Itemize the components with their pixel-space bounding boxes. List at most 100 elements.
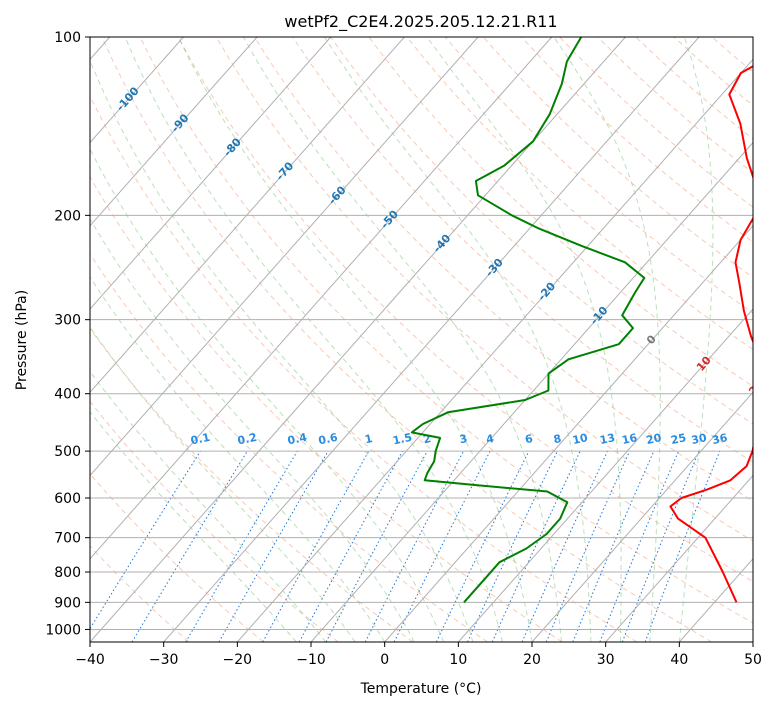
dry-adiabat: [90, 94, 638, 642]
dry-adiabat: [90, 473, 264, 642]
x-tick-label: −30: [149, 652, 179, 668]
x-axis-label: Temperature (°C): [360, 681, 482, 697]
moist-adiabat: [90, 217, 415, 642]
isobar-grid: [90, 37, 753, 630]
dry-adiabat: [90, 175, 563, 642]
y-tick-label: 100: [54, 30, 81, 46]
x-axis-ticks: −40 −30 −20 −10 0 10 20 30 40 50: [75, 642, 762, 668]
isotherm-line: [90, 37, 184, 144]
mixing-ratio-label: 6: [524, 432, 535, 446]
mixing-ratio-label: 1.5: [392, 431, 414, 448]
isotherm-value-label: 20: [746, 378, 766, 398]
dry-adiabat: [177, 37, 753, 583]
dry-adiabat: [330, 37, 753, 425]
moist-adiabat: [90, 276, 386, 642]
mixing-ratio-label: 8: [552, 432, 562, 446]
mixing-ratio-line: [644, 450, 721, 642]
moist-adiabat: [678, 37, 714, 642]
isotherm-line: [163, 37, 700, 642]
y-tick-label: 700: [54, 531, 81, 547]
mixing-ratio-line: [599, 450, 680, 642]
isotherm-line: [90, 37, 258, 227]
x-tick-label: −10: [296, 652, 326, 668]
isotherm-line: [310, 141, 753, 642]
temperature-profile: [669, 65, 753, 603]
x-tick-label: 30: [597, 652, 615, 668]
isotherm-line: [605, 474, 753, 642]
dry-adiabat: [215, 37, 753, 542]
dry-adiabat: [139, 37, 753, 624]
y-tick-label: 900: [54, 595, 81, 611]
mixing-ratio-label: 1: [364, 432, 374, 446]
mixing-ratio-line: [393, 450, 491, 642]
y-axis-label: Pressure (hPa): [14, 290, 30, 390]
dry-adiabat: [90, 253, 488, 642]
moist-adiabat: [426, 37, 622, 642]
mixing-ratio-label: 0.4: [286, 431, 308, 448]
moist-adiabat: [324, 37, 592, 642]
moist-adiabats: [90, 37, 714, 642]
mixing-ratio-label: 0.1: [189, 431, 211, 448]
x-tick-label: −20: [223, 652, 253, 668]
y-tick-label: 200: [54, 208, 81, 224]
isotherm-line: [90, 37, 332, 310]
y-tick-label: 1000: [45, 622, 81, 638]
mixing-ratio-label: 3: [458, 432, 468, 446]
isotherm-line: [90, 37, 479, 477]
moist-adiabat: [177, 37, 533, 642]
dry-adiabat: [444, 37, 753, 314]
dry-adiabat: [101, 37, 712, 642]
x-tick-label: 40: [670, 652, 688, 668]
plot-area: -100-90-80-70-60-50-40-30-20-10010203040…: [90, 37, 766, 642]
dry-adiabat: [90, 400, 339, 642]
y-tick-label: 500: [54, 444, 81, 460]
mixing-ratio-label: 0.6: [317, 431, 339, 448]
mixing-ratio-label: 30: [690, 431, 708, 447]
isotherm-line: [384, 225, 753, 642]
mixing-ratio-line: [325, 450, 428, 642]
x-tick-label: 10: [449, 652, 467, 668]
moist-adiabat: [553, 37, 661, 642]
mixing-ratio-label: 36: [711, 431, 729, 447]
mixing-ratio-label: 16: [621, 431, 639, 447]
mixing-ratio-line: [521, 450, 608, 642]
y-axis-ticks: 100 200 300 400 500 600 700 800 900 1000: [45, 30, 90, 638]
x-tick-label: 50: [744, 652, 762, 668]
mixing-ratio-label: 10: [571, 431, 589, 447]
isotherm-line: [90, 37, 553, 560]
chart-title: wetPf2_C2E4.2025.205.12.21.R11: [284, 12, 557, 32]
x-tick-label: −40: [75, 652, 105, 668]
y-tick-label: 800: [54, 565, 81, 581]
mixing-ratio-label: 0.2: [236, 431, 258, 448]
y-tick-label: 400: [54, 387, 81, 403]
mixing-ratio-line: [572, 450, 655, 642]
dry-adiabats: [90, 37, 753, 642]
moist-adiabat: [90, 147, 445, 642]
dewpoint-profile: [410, 37, 646, 603]
mixing-ratio-line: [621, 450, 700, 642]
y-tick-label: 300: [54, 313, 81, 329]
y-tick-label: 600: [54, 491, 81, 507]
mixing-ratio-label: 25: [670, 431, 688, 447]
mixing-ratio-line: [545, 450, 631, 642]
mixing-ratio-label: 2: [422, 432, 432, 446]
mixing-ratio-line: [262, 450, 370, 642]
x-tick-label: 0: [380, 652, 389, 668]
mixing-ratio-label: 13: [599, 431, 617, 447]
mixing-ratio-label: 20: [645, 431, 663, 447]
moist-adiabat: [90, 59, 474, 642]
dry-adiabat: [368, 37, 753, 388]
mixing-ratio-label: 4: [485, 432, 496, 446]
isotherm-line: [236, 58, 753, 642]
isotherm-line: [457, 308, 753, 642]
moist-adiabat: [242, 37, 562, 642]
mixing-ratio-line: [298, 450, 403, 642]
isotherm-line: [531, 391, 753, 642]
x-tick-label: 20: [523, 652, 541, 668]
isotherm-grid: [90, 37, 753, 642]
plot-frame: [89, 36, 754, 643]
data-series: [410, 37, 753, 603]
moist-adiabat: [90, 370, 327, 642]
isotherm-line: [90, 37, 405, 394]
